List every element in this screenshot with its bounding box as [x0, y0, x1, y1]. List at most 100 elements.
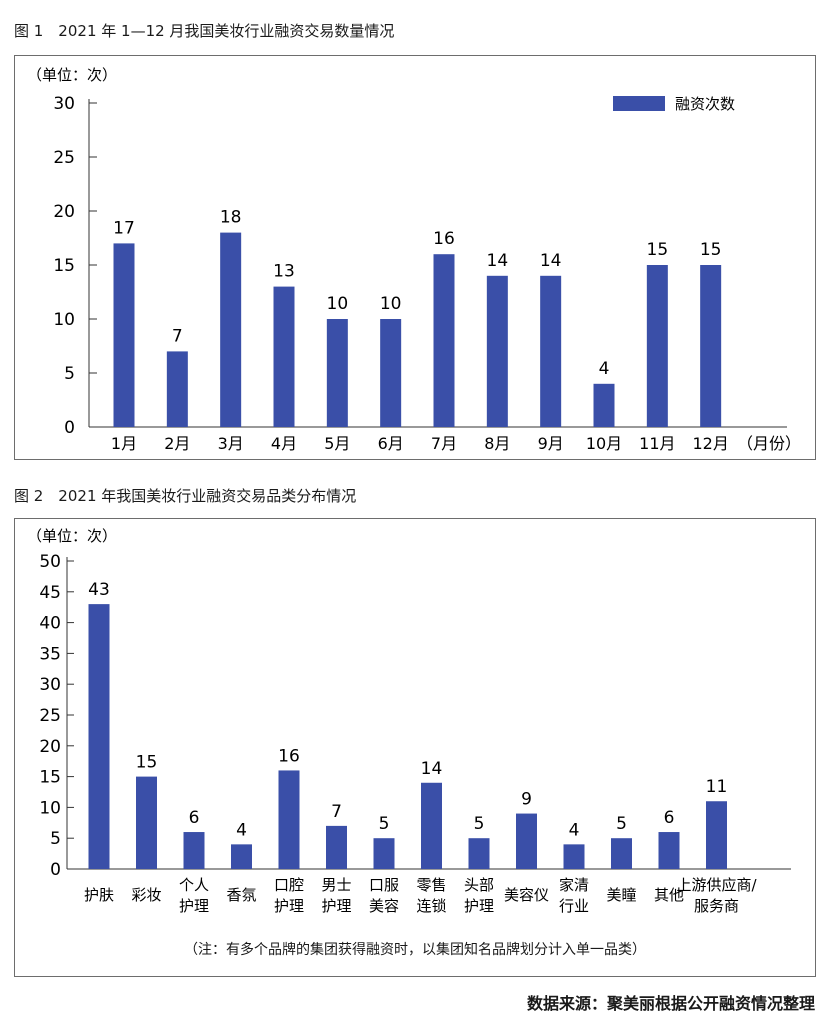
chart2-x-tick-label: 个人护理: [179, 876, 209, 915]
chart1-y-tick-label: 10: [53, 310, 75, 330]
chart2-x-tick-label-line: 家清: [559, 876, 589, 894]
chart2-data-label: 5: [379, 814, 390, 834]
chart1-y-tick-label: 30: [53, 94, 75, 114]
chart2-y-tick-label: 50: [39, 552, 61, 572]
chart2-svg: （单位：次）0510152025303540455043护肤15彩妆6个人护理4…: [27, 527, 791, 915]
chart2-x-tick-label: 家清行业: [559, 876, 589, 915]
data-source: 数据来源：聚美丽根据公开融资情况整理: [526, 994, 815, 1013]
chart2-x-tick-label: 头部护理: [464, 876, 494, 915]
chart1-y-tick-label: 20: [53, 202, 75, 222]
chart2-x-tick-label: 口腔护理: [274, 876, 304, 915]
chart2-bar: [88, 604, 110, 869]
chart2-bar: [706, 801, 727, 869]
chart2-data-label: 14: [421, 759, 443, 779]
chart2-bar: [136, 776, 157, 869]
chart2-bar: [373, 838, 395, 869]
chart2-data-label: 4: [569, 820, 580, 840]
chart2-data-label: 9: [521, 790, 532, 810]
chart1-bar: [380, 319, 402, 427]
chart2-y-tick-label: 45: [39, 583, 61, 603]
chart2-data-label: 7: [331, 802, 342, 822]
chart1-data-label: 4: [599, 359, 610, 379]
chart1-x-tick-label: 12月: [692, 434, 728, 453]
chart2-y-tick-label: 15: [39, 768, 61, 788]
chart1-data-label: 7: [172, 326, 183, 346]
chart1-y-tick-label: 0: [64, 418, 75, 438]
chart1-data-label: 15: [647, 240, 669, 260]
chart1-data-label: 17: [113, 218, 135, 238]
chart1-x-tick-label: 8月: [484, 434, 510, 453]
chart2-x-tick-label-line: 美容: [369, 897, 399, 915]
chart1-bar: [326, 319, 348, 427]
chart1-data-label: 13: [273, 262, 295, 282]
chart2-x-tick-label-line: 美瞳: [606, 886, 636, 904]
chart2-y-tick-label: 40: [39, 614, 61, 634]
chart1-y-tick-label: 25: [53, 148, 75, 168]
chart2-x-tick-label-line: 护理: [274, 897, 304, 915]
chart1-x-tick-label: 11月: [639, 434, 675, 453]
chart1-bar: [646, 265, 668, 427]
chart1-data-label: 14: [487, 251, 509, 271]
chart2-x-tick-label-line: 口腔: [274, 876, 304, 894]
chart2-x-tick-label: 香氛: [226, 886, 256, 904]
chart1-x-tick-label: 10月: [586, 434, 622, 453]
chart1-x-tick-label: 2月: [164, 434, 190, 453]
chart2-x-tick-label: 美瞳: [606, 886, 636, 904]
chart2-bar: [421, 782, 442, 869]
chart2-bar: [278, 770, 300, 869]
chart2-x-tick-label-line: 个人: [179, 876, 209, 894]
chart2-frame: （单位：次） 0 5 10 15 20 25 30 35 40 45 50 43 护肤 15 彩妆 6 个人护理 4…: [14, 518, 816, 977]
chart1-frame: （单位：次） 0 5 10 15 20 25 30 17 1月 7 2月 18 3月 13 4月 10 5月 10 6…: [14, 55, 816, 460]
figure1-caption: 图 1 2021 年 1—12 月我国美妆行业融资交易数量情况: [14, 22, 395, 40]
chart1-x-tick-label: 1月: [111, 434, 137, 453]
chart2-x-tick-label-line: 上游供应商/: [676, 876, 757, 894]
chart1-x-tick-label: 3月: [218, 434, 244, 453]
chart1-data-label: 16: [433, 229, 455, 249]
chart2-bar: [658, 832, 680, 869]
chart2-data-label: 4: [236, 820, 247, 840]
chart1-bar: [540, 275, 562, 427]
chart1-bar: [486, 275, 508, 427]
chart2-x-tick-label: 口服美容: [369, 876, 399, 915]
chart2-x-tick-label-line: 男士: [321, 876, 351, 894]
chart1-data-label: 14: [540, 251, 562, 271]
chart2-x-tick-label-line: 护理: [321, 897, 351, 915]
chart1-data-label: 10: [380, 294, 402, 314]
chart2-y-tick-label: 30: [39, 675, 61, 695]
chart1-bar: [220, 232, 242, 427]
chart2-x-tick-label: 彩妆: [131, 886, 161, 904]
chart1-x-tick-label: 4月: [271, 434, 297, 453]
chart2-y-tick-label: 20: [39, 737, 61, 757]
chart2-note: （注：有多个品牌的集团获得融资时，以集团知名品牌划分计入单一品类）: [184, 942, 646, 958]
chart1-bar: [273, 286, 295, 427]
chart2-bar: [183, 832, 205, 869]
chart2-x-tick-label-line: 其他: [654, 886, 684, 904]
chart1-data-label: 18: [220, 208, 242, 228]
chart2-y-tick-label: 25: [39, 706, 61, 726]
chart1-svg: （单位：次） 0 5 10 15 20 25 30 17 1月 7 2月 18 3月 13 4月 10 5月 10 6…: [27, 66, 801, 453]
chart2-unit-label: （单位：次）: [27, 527, 117, 545]
chart2-x-tick-label: 零售连锁: [416, 876, 446, 915]
chart2-x-tick-label-line: 护理: [179, 897, 209, 915]
chart2-y-tick-label: 35: [39, 644, 61, 664]
chart2-data-label: 6: [664, 808, 675, 828]
chart2-x-tick-label-line: 护理: [464, 897, 494, 915]
chart2-x-tick-label-line: 连锁: [416, 897, 446, 915]
chart2-bar: [231, 844, 252, 869]
figure2-caption: 图 2 2021 年我国美妆行业融资交易品类分布情况: [14, 487, 357, 505]
chart1-x-tick-label: 9月: [538, 434, 564, 453]
chart2-data-label: 5: [474, 814, 485, 834]
chart2-bar: [563, 844, 585, 869]
chart2-data-label: 6: [189, 808, 200, 828]
chart2-x-tick-label: 护肤: [84, 886, 114, 904]
chart1-bar: [166, 351, 188, 427]
chart1-y-tick-label: 15: [53, 256, 75, 276]
chart2-bar: [516, 813, 537, 869]
chart1-x-tick-label: 5月: [324, 434, 350, 453]
chart2-bar: [326, 825, 347, 869]
chart1-unit-label: （单位：次）: [27, 66, 117, 84]
chart2-x-tick-label: 美容仪: [504, 886, 549, 904]
chart1-data-label: 15: [700, 240, 722, 260]
chart1-x-unit-label: （月份）: [737, 434, 801, 453]
chart1-bar: [593, 383, 615, 427]
